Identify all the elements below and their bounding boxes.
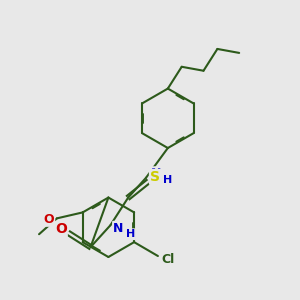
Text: O: O	[55, 222, 67, 236]
Text: S: S	[150, 170, 160, 184]
Text: H: H	[126, 229, 135, 239]
Text: N: N	[151, 167, 161, 180]
Text: Cl: Cl	[161, 254, 174, 266]
Text: H: H	[163, 175, 172, 185]
Text: N: N	[113, 222, 124, 235]
Text: O: O	[44, 213, 54, 226]
